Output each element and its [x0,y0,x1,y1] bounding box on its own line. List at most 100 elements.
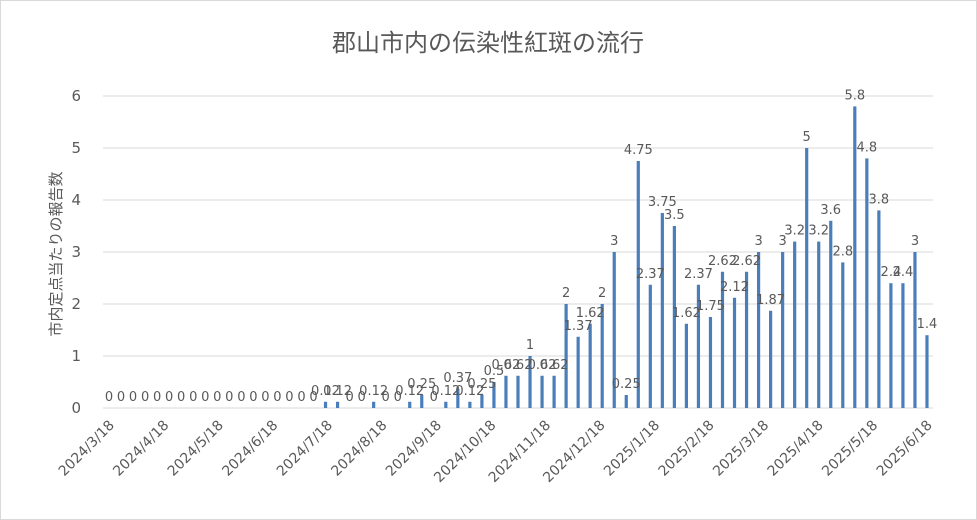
bar [600,304,604,408]
data-label: 3.6 [820,203,841,218]
bar [624,395,628,408]
bar [817,241,821,408]
y-tick-label: 2 [71,295,81,313]
bar [504,375,508,408]
bar [732,297,737,408]
data-label: 4.8 [856,140,877,155]
bar [865,158,869,408]
data-label: 0 [285,390,293,405]
data-label: 3.2 [784,224,805,239]
data-label: 3 [610,234,618,249]
bar [372,401,376,408]
bar [648,284,652,408]
bar [913,252,917,408]
bar [564,304,568,408]
data-label: 0.12 [431,384,460,399]
bar [444,401,448,408]
data-label: 2.37 [684,267,713,282]
data-label: 0 [382,390,390,405]
bar [516,375,520,408]
bar [877,210,881,408]
y-tick-label: 0 [71,399,81,417]
data-label: 2.4 [881,265,902,280]
data-label: 2.62 [732,254,761,269]
data-label: 1.62 [672,306,701,321]
bar [696,284,701,408]
data-label: 3.2 [808,224,829,239]
bar [335,401,340,408]
data-label: 0.62 [491,358,520,373]
data-label: 0 [141,390,149,405]
data-label: 5.8 [844,88,865,103]
data-label: 2.4 [893,265,914,280]
chart-title: 郡山市内の伝染性紅斑の流行 [332,29,644,57]
bar [841,262,845,408]
data-label: 0.62 [504,358,533,373]
bar [576,336,580,408]
data-label: 0.12 [395,384,424,399]
data-label: 0 [201,390,209,405]
data-label: 0 [297,390,305,405]
bar [588,323,592,408]
data-label: 3.5 [664,208,685,223]
bar [925,335,929,408]
y-tick-label: 1 [71,347,81,365]
data-label: 1.37 [564,319,593,334]
data-label: 2.62 [708,254,737,269]
bars [323,106,929,409]
data-label: 0 [249,390,257,405]
data-label: 0 [394,390,402,405]
data-label: 3 [778,234,786,249]
bar [528,356,532,408]
data-label: 2.37 [636,267,665,282]
x-tick-label: 2025/5/18 [819,418,881,480]
bar [901,283,905,408]
data-label: 0.25 [407,377,436,392]
x-tick-label: 2024/7/18 [274,418,336,480]
data-label: 0.62 [540,358,569,373]
bar [720,271,725,408]
bar [492,382,496,408]
bar [540,375,544,408]
data-label: 2.8 [832,244,853,259]
bar [744,271,749,408]
bar [480,395,484,408]
x-tick-label: 2024/3/18 [56,418,118,480]
bar [672,226,676,408]
x-tick-label: 2024/5/18 [165,418,227,480]
data-label: 0 [273,390,281,405]
data-label: 0 [309,390,317,405]
data-label: 4.75 [624,143,653,158]
data-label: 0 [345,390,353,405]
bar [805,148,809,408]
x-tick-label: 2025/1/18 [601,418,663,480]
y-tick-label: 4 [71,191,81,209]
data-label: 1.87 [756,293,785,308]
data-label: 0.12 [311,384,340,399]
bar [684,323,689,408]
bar [468,401,472,408]
data-label: 1.4 [917,317,938,332]
bar [408,401,412,408]
bar [829,220,833,408]
data-label: 2 [562,286,570,301]
x-tick-label: 2025/6/18 [874,418,936,480]
data-label: 0 [189,390,197,405]
bar [636,161,640,408]
bar [552,375,556,408]
x-tick-label: 2025/2/18 [656,418,718,480]
data-label: 0 [225,390,233,405]
y-tick-label: 3 [71,243,81,261]
data-label: 0 [237,390,245,405]
x-tick-label: 2024/8/18 [328,418,390,480]
data-label: 3.75 [648,195,677,210]
data-labels: 0 0 0 0 0 0 0 0 0 0 0 0 0 0 0 0 0 00.120.120 00.120 00.120.… [105,88,937,405]
bar [420,395,424,408]
data-label: 0.37 [443,371,472,386]
y-axis-ticks: 0 1 2 3 4 5 6 [71,87,81,417]
y-axis-label: 市内定点当たりの報告数 [47,171,65,336]
bar [708,317,713,408]
data-label: 5 [803,130,811,145]
